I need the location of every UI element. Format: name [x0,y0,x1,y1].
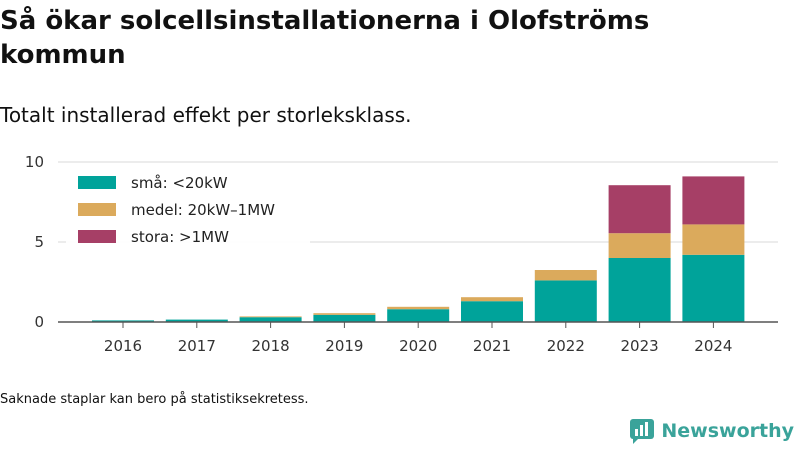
x-tick-label-2017: 2017 [178,337,216,355]
legend-swatch-1 [78,203,116,216]
bar-2020-series-0 [387,309,450,322]
x-tick-label-2016: 2016 [104,337,142,355]
brand-name: Newsworthy [661,420,794,442]
x-tick-label-2020: 2020 [399,337,437,355]
x-tick-label-2021: 2021 [473,337,511,355]
axes: 0 5 10 2016 2017 2018 2019 2020 2021 2022 2023 2024 [25,153,778,355]
y-tick-label-0: 0 [34,313,44,331]
x-tick-label-2022: 2022 [547,337,585,355]
bar-2024-series-1 [682,224,745,255]
legend-label-2: stora: >1MW [131,228,229,246]
bar-2021-series-0 [461,301,523,322]
bar-2016-series-0 [92,320,154,322]
newsworthy-brand[interactable]: Newsworthy [629,418,794,444]
bar-2022-series-1 [534,270,597,281]
bar-2018-series-1 [239,316,302,318]
x-tick-label-2023: 2023 [621,337,659,355]
legend-swatch-2 [78,230,116,243]
bar-2018-series-0 [239,317,302,322]
chart-title: Så ökar solcellsinstallationerna i Olofs… [0,6,650,70]
bar-2019-series-1 [313,313,376,315]
legend: små: <20kW medel: 20kW–1MW stora: >1MW [66,166,310,250]
y-tick-label-10: 10 [25,153,44,171]
footnote: Saknade staplar kan bero på statistiksek… [0,392,309,407]
legend-label-0: små: <20kW [131,174,228,192]
bar-2023-series-0 [608,258,671,322]
x-tick-label-2024: 2024 [694,337,732,355]
x-tick-label-2018: 2018 [252,337,290,355]
bar-2022-series-0 [534,280,597,322]
bars [92,176,745,322]
bar-2023-series-2 [608,185,671,234]
bar-2023-series-1 [608,233,671,258]
legend-label-1: medel: 20kW–1MW [131,201,275,219]
stacked-bar-chart: 0 5 10 2016 2017 2018 2019 2020 2021 2022 2023 2024… [25,153,778,355]
bar-2019-series-0 [313,314,376,322]
legend-swatch-0 [78,176,116,189]
newsworthy-logo-icon [630,419,655,444]
bar-2017-series-0 [165,319,228,322]
x-tick-label-2019: 2019 [325,337,363,355]
bar-2024-series-2 [682,176,745,225]
chart-subtitle: Totalt installerad effekt per storlekskl… [0,103,412,127]
bar-2024-series-0 [682,254,745,322]
bar-2020-series-1 [387,306,450,310]
bar-2021-series-1 [461,297,523,302]
y-tick-label-5: 5 [34,233,44,251]
